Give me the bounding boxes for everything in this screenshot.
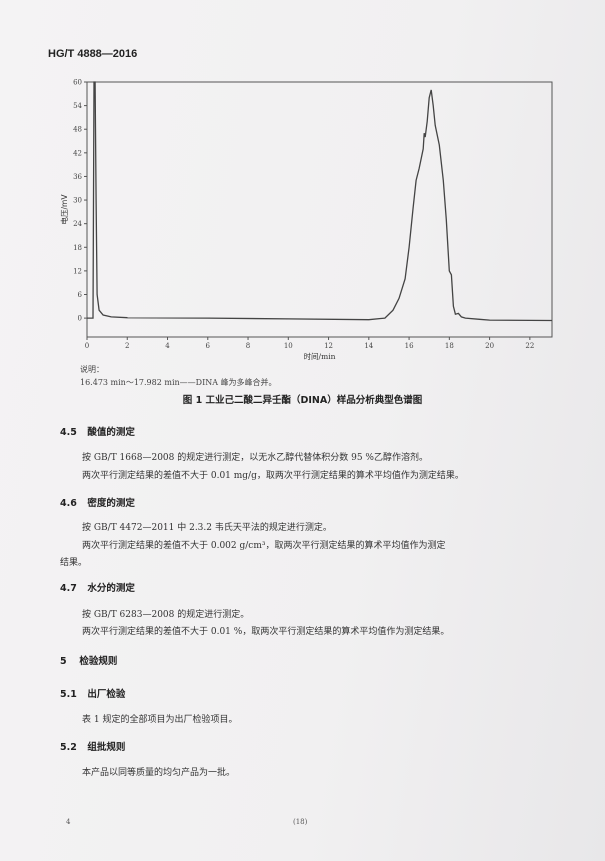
plot-frame [86,81,553,338]
figure-caption: 图 1 工业己二酸二异壬酯（DINA）样品分析典型色谱图 [182,395,423,406]
paragraph: 两次平行测定结果的差值不大于 0.01 %，取两次平行测定结果的算术平均值作为测… [82,627,450,637]
y-tick-label: 24 [73,220,82,228]
y-tick-label: 42 [73,149,82,157]
standard-id: HG/T 4888—2016 [48,48,138,60]
y-tick-label: 36 [73,173,82,181]
section-heading-4-6: 4.6 密度的测定 [60,498,135,509]
y-tick-label: 6 [78,291,83,299]
x-tick-label: 22 [525,342,534,350]
x-tick-label: 18 [445,342,454,350]
section-heading-4-5: 4.5 酸值的测定 [60,427,135,438]
paragraph: 按 GB/T 6283—2008 的规定进行测定。 [82,610,250,620]
section-heading-4-7: 4.7 水分的测定 [60,583,135,594]
chromatogram-series-line [87,81,553,322]
x-tick-label: 12 [324,342,333,350]
x-tick-label: 10 [284,342,293,350]
y-tick-label: 60 [73,79,82,87]
x-axis-label: 时间/min [304,351,336,361]
paragraph: 本产品以同等质量的均匀产品为一批。 [82,768,236,778]
figure-note-text: 16.473 min～17.982 min——DINA 峰为多峰合并。 [80,378,277,387]
section-heading-5: 5 检验规则 [60,656,118,667]
section-heading-5-1: 5.1 出厂检验 [60,689,126,700]
x-tick-label: 20 [485,342,494,350]
y-tick-label: 12 [73,267,82,275]
y-axis-label: 电压/mV [59,194,69,225]
chromatogram-chart: 0 2 4 6 8 10 12 14 16 18 20 2206121824303642485460时… [59,79,553,361]
y-tick-label: 48 [73,126,82,134]
sheet-number: (18) [293,818,308,826]
paragraph: 两次平行测定结果的差值不大于 0.002 g/cm³，取两次平行测定结果的算术平… [82,541,446,551]
y-tick-label: 54 [73,102,82,110]
paragraph: 表 1 规定的全部项目为出厂检验项目。 [82,715,238,725]
y-tick-label: 0 [78,315,82,323]
paragraph: 结果。 [60,558,88,568]
paragraph: 两次平行测定结果的差值不大于 0.01 mg/g，取两次平行测定结果的算术平均值… [82,471,464,481]
page-number: 4 [66,818,71,826]
x-tick-label: 16 [405,342,414,350]
y-tick-label: 18 [73,244,82,252]
x-tick-label: 14 [364,342,373,350]
section-heading-5-2: 5.2 组批规则 [60,742,126,753]
paragraph: 按 GB/T 4472—2011 中 2.3.2 韦氏天平法的规定进行测定。 [82,523,332,533]
figure-note-label: 说明： [80,365,104,374]
x-tick-label: 8 [246,342,250,350]
y-tick-label: 30 [73,197,82,205]
x-tick-label: 2 [125,342,129,350]
x-tick-label: 6 [206,342,211,350]
paragraph: 按 GB/T 1668—2008 的规定进行测定，以无水乙醇代替体积分数 95 … [82,453,428,463]
x-tick-label: 0 [85,342,89,350]
x-tick-label: 4 [165,342,170,350]
